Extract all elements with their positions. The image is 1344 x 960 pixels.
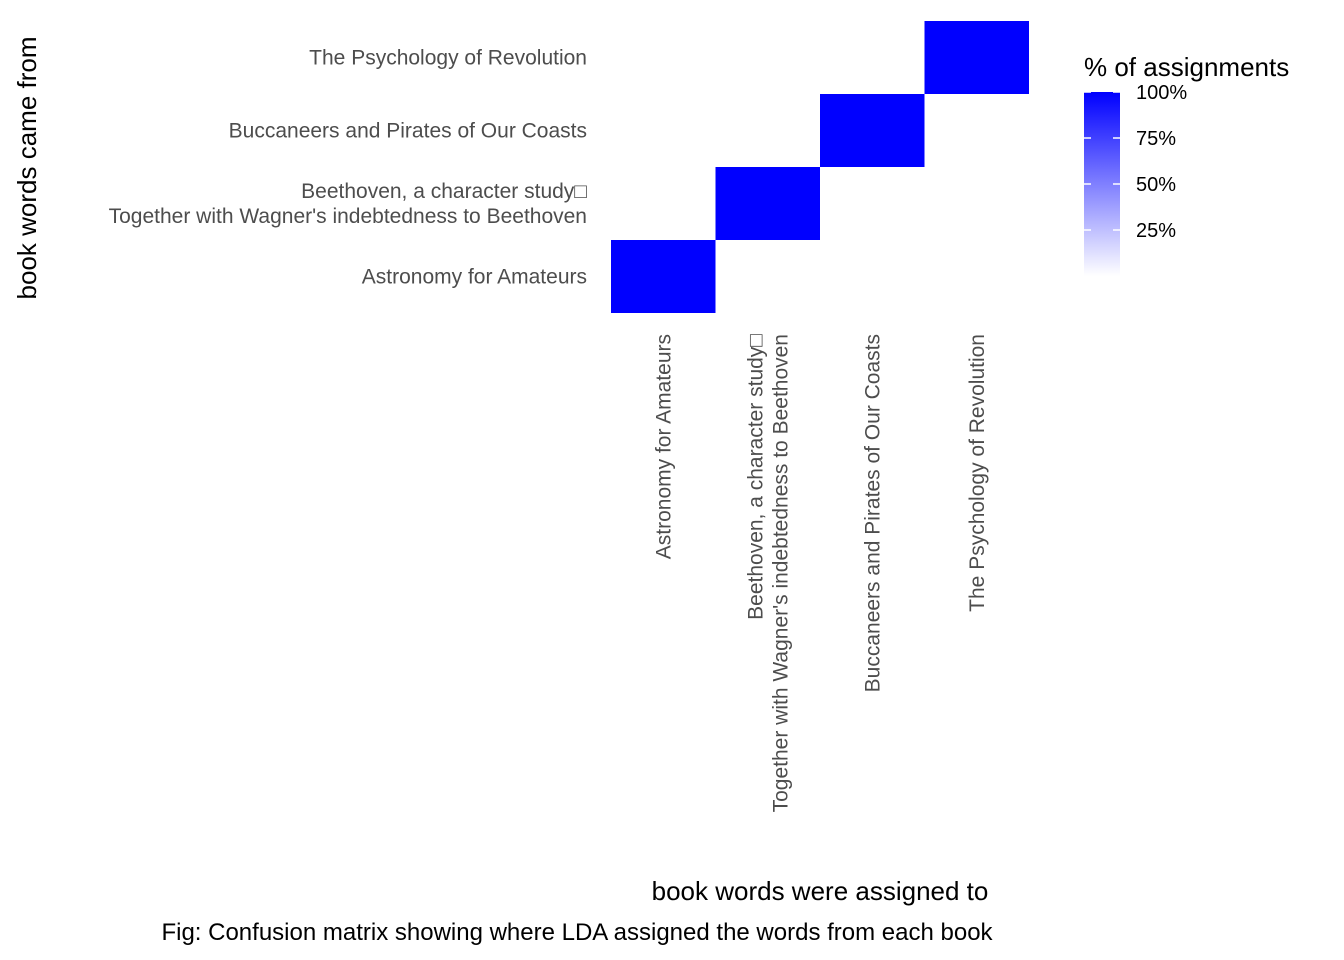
y-axis-title: book words came from [12,37,42,300]
y-tick-labels: Astronomy for Amateurs Beethoven, a chara… [109,47,588,289]
legend-title: % of assignments [1084,52,1289,82]
legend: % of assignments 100% 75% 50% 25% [1084,52,1289,276]
y-tick-label: Buccaneers and Pirates of Our Coasts [229,120,587,143]
legend-label: 25% [1136,220,1176,242]
legend-ticks: 100% 75% 50% 25% [1084,82,1187,242]
x-axis-title: book words were assigned to [652,876,989,906]
heatmap-cell [611,240,716,313]
y-tick-label: The Psychology of Revolution [309,47,587,70]
x-tick-label: Astronomy for Amateurs [652,334,675,559]
heatmap-cell [820,94,925,167]
x-tick-label: Beethoven, a character study□Together wi… [744,334,792,813]
y-tick-label: Beethoven, a character study□ Together wi… [109,180,588,228]
legend-label: 50% [1136,174,1176,196]
heatmap-cell [924,21,1029,94]
heatmap-cells [611,21,1029,313]
figure-caption: Fig: Confusion matrix showing where LDA … [161,919,993,946]
x-tick-label: The Psychology of Revolution [966,334,989,612]
x-tick-labels: Astronomy for Amateurs Beethoven, a chara… [652,334,989,813]
legend-label: 100% [1136,82,1187,104]
heatmap-cell [715,167,820,240]
x-tick-label: Buccaneers and Pirates of Our Coasts [861,334,884,692]
y-tick-label: Astronomy for Amateurs [362,266,587,289]
legend-label: 75% [1136,128,1176,150]
